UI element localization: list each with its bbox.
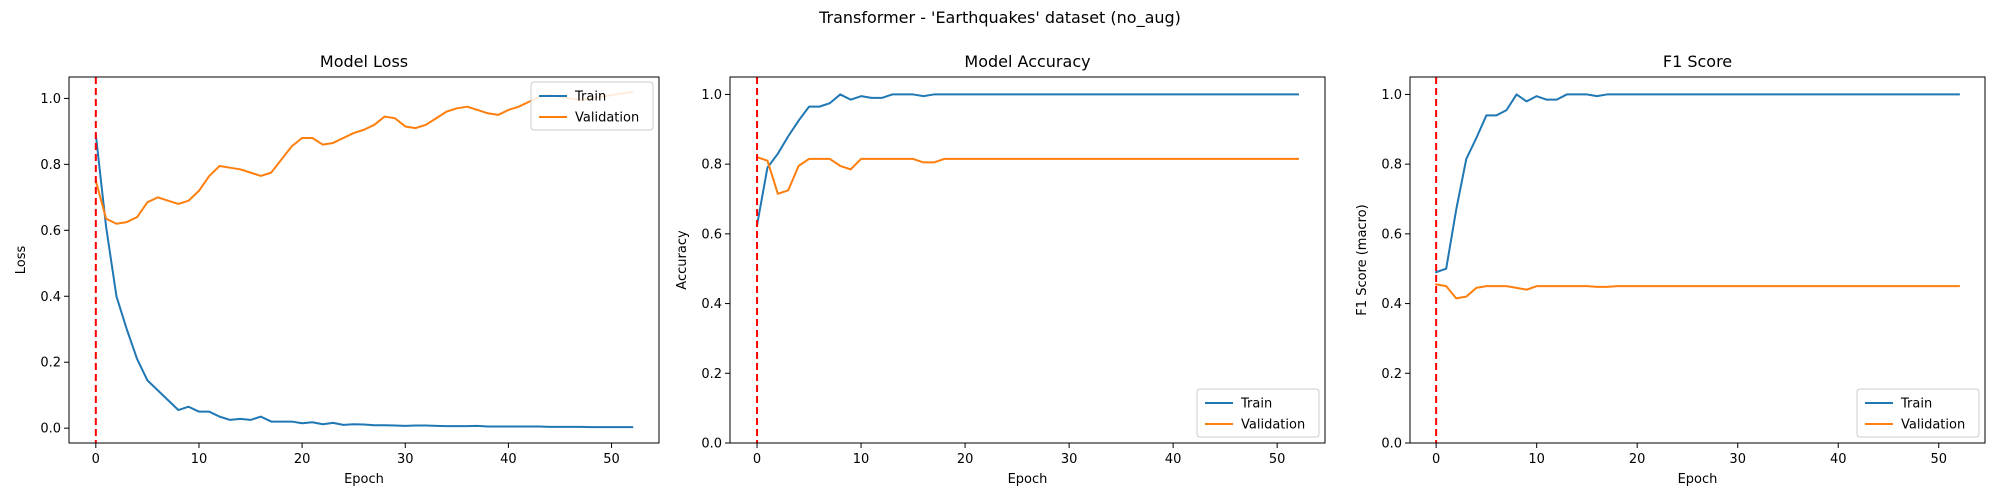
x-axis-label: Epoch — [1678, 472, 1718, 487]
x-tick-label: 30 — [1061, 452, 1078, 467]
y-tick-label: 1.0 — [40, 92, 61, 107]
legend-label-validation: Validation — [1901, 418, 1965, 433]
legend-label-validation: Validation — [1241, 418, 1305, 433]
figure-title: Transformer - 'Earthquakes' dataset (no_… — [819, 8, 1181, 27]
y-tick-label: 0.4 — [40, 290, 61, 305]
chart-panel-1: Model Loss 0 10 20 30 40 50 0.0 0.2 0.4 0.6 0.8 1.0 E… — [14, 52, 660, 487]
chart-title: F1 Score — [1663, 52, 1732, 71]
y-tick-label: 0.2 — [1381, 367, 1402, 382]
chart-panel-2: Model Accuracy 0 10 20 30 40 50 0.0 0.2 0.4 0.6 0.8… — [675, 52, 1326, 487]
y-tick-label: 0.0 — [701, 437, 722, 452]
series-line-validation — [1434, 283, 1960, 300]
y-tick-label: 0.8 — [40, 158, 61, 173]
x-tick-label: 40 — [1165, 452, 1182, 467]
series-line-validation — [755, 155, 1299, 195]
plot-frame — [729, 76, 1326, 444]
legend-label-train: Train — [1240, 397, 1272, 412]
x-tick-label: 50 — [603, 452, 620, 467]
y-axis-label: F1 Score (macro) — [1355, 204, 1370, 315]
plot-frame — [1409, 76, 1986, 444]
x-tick-label: 40 — [500, 452, 517, 467]
x-tick-label: 50 — [1930, 452, 1947, 467]
x-tick-label: 0 — [753, 452, 761, 467]
y-tick-label: 0.0 — [1381, 437, 1402, 452]
x-tick-label: 20 — [957, 452, 974, 467]
series-line-train — [755, 93, 1299, 227]
y-tick-label: 0.2 — [701, 367, 722, 382]
y-tick-label: 0.6 — [40, 224, 61, 239]
series-line-train — [1434, 93, 1960, 274]
chart-panel-3: F1 Score 0 10 20 30 40 50 0.0 0.2 0.4 0.6 0.8 1.0 Epo… — [1355, 52, 1986, 487]
chart-title: Model Accuracy — [964, 52, 1090, 71]
legend-label-train: Train — [574, 90, 606, 105]
legend: Train Validation — [1856, 388, 1980, 438]
x-tick-label: 50 — [1269, 452, 1286, 467]
x-tick-label: 40 — [1830, 452, 1847, 467]
x-tick-label: 10 — [1528, 452, 1545, 467]
legend-label-validation: Validation — [575, 111, 639, 126]
y-tick-label: 0.0 — [40, 422, 61, 437]
x-tick-label: 20 — [294, 452, 311, 467]
x-tick-label: 10 — [191, 452, 208, 467]
plot-frame — [68, 76, 660, 444]
x-axis-label: Epoch — [344, 472, 384, 487]
y-tick-label: 0.6 — [701, 227, 722, 242]
legend: Train Validation — [530, 81, 654, 131]
x-tick-label: 0 — [92, 452, 100, 467]
y-tick-label: 1.0 — [1381, 88, 1402, 103]
x-tick-label: 20 — [1629, 452, 1646, 467]
legend: Train Validation — [1196, 388, 1320, 438]
y-tick-label: 0.4 — [701, 297, 722, 312]
y-tick-label: 0.6 — [1381, 227, 1402, 242]
y-tick-label: 0.8 — [701, 158, 722, 173]
x-tick-label: 10 — [853, 452, 870, 467]
y-tick-label: 0.2 — [40, 356, 61, 371]
chart-title: Model Loss — [320, 52, 408, 71]
y-tick-label: 0.4 — [1381, 297, 1402, 312]
y-axis-label: Accuracy — [675, 230, 690, 290]
x-tick-label: 0 — [1432, 452, 1440, 467]
x-axis-label: Epoch — [1008, 472, 1048, 487]
x-tick-label: 30 — [397, 452, 414, 467]
y-tick-label: 1.0 — [701, 88, 722, 103]
series-line-train — [94, 133, 634, 429]
y-tick-label: 0.8 — [1381, 158, 1402, 173]
x-tick-label: 30 — [1729, 452, 1746, 467]
legend-label-train: Train — [1900, 397, 1932, 412]
y-axis-label: Loss — [14, 246, 29, 275]
